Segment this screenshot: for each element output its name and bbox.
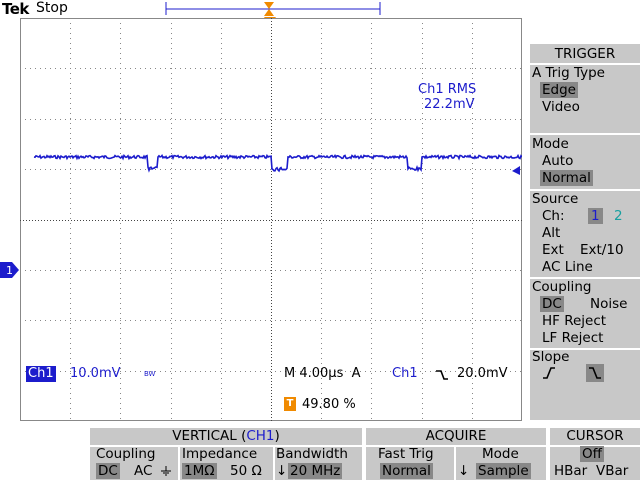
coupling-lf-reject[interactable]: LF Reject	[542, 330, 604, 346]
source-ch-label: Ch:	[542, 208, 565, 224]
slope-falling-option[interactable]	[586, 364, 604, 382]
rising-edge-icon[interactable]	[542, 366, 556, 380]
cursor-off[interactable]: Off	[580, 446, 604, 462]
ch1-scale: 10.0mV	[70, 366, 121, 381]
waveform-screen	[20, 18, 522, 421]
cursor-menu-title: CURSOR	[566, 428, 624, 444]
source-ch2[interactable]: 2	[614, 208, 623, 224]
measurement-label: Ch1 RMS	[418, 82, 477, 97]
coupling-dc[interactable]: DC	[540, 296, 564, 312]
fast-trig-value[interactable]: Normal	[380, 463, 433, 479]
source-label[interactable]: Source	[532, 191, 579, 207]
vertical-menu-title: VERTICAL (CH1)	[172, 428, 280, 444]
cursor-vbar[interactable]: VBar	[596, 463, 629, 479]
mode-label[interactable]: Mode	[532, 136, 569, 152]
mode-auto[interactable]: Auto	[542, 153, 574, 169]
coupling-noise[interactable]: Noise	[590, 296, 628, 312]
acquire-menu: ACQUIRE Fast Trig Normal Mode ↓ Sample	[366, 428, 546, 480]
down-arrow-icon: ↓	[276, 463, 288, 479]
trig-type-edge[interactable]: Edge	[540, 82, 578, 98]
vertical-coupling-label[interactable]: Coupling	[96, 446, 156, 462]
impedance-1meg[interactable]: 1MΩ	[182, 463, 217, 479]
ch1-ground-marker: 1	[0, 262, 19, 278]
down-arrow-icon: ↓	[458, 463, 470, 479]
ground-icon[interactable]	[160, 465, 172, 477]
cursor-menu: CURSOR Off HBar VBar	[550, 428, 640, 480]
coupling-hf-reject[interactable]: HF Reject	[542, 313, 607, 329]
impedance-label[interactable]: Impedance	[182, 446, 258, 462]
source-ch1[interactable]: 1	[588, 208, 603, 224]
ch1-label: Ch1	[26, 366, 56, 382]
falling-slope-icon	[589, 367, 601, 379]
trigger-position-readout: 49.80 %	[302, 397, 356, 412]
acquire-mode-label[interactable]: Mode	[482, 446, 519, 462]
cursor-hbar[interactable]: HBar	[554, 463, 588, 479]
record-overview-bar	[165, 2, 381, 16]
vertical-coupling-dc[interactable]: DC	[96, 463, 120, 479]
trigger-position-icon: T	[284, 397, 296, 411]
acquire-menu-title: ACQUIRE	[425, 428, 487, 444]
trigger-menu: TRIGGER A Trig Type Edge Video Mode Auto…	[530, 44, 640, 420]
bandwidth-value[interactable]: 20 MHz	[288, 463, 343, 479]
source-ext10[interactable]: Ext/10	[580, 242, 624, 258]
impedance-50ohm[interactable]: 50 Ω	[230, 463, 262, 479]
slope-label[interactable]: Slope	[532, 349, 570, 365]
vertical-menu: VERTICAL (CH1) Coupling DC AC Impedance …	[90, 428, 362, 480]
measurement-value: 22.2mV	[424, 97, 475, 112]
acquire-mode-value[interactable]: Sample	[476, 463, 531, 479]
falling-edge-icon	[436, 370, 448, 380]
source-ac-line[interactable]: AC Line	[542, 259, 593, 275]
mode-normal[interactable]: Normal	[540, 170, 593, 186]
coupling-label[interactable]: Coupling	[532, 279, 592, 295]
timebase-readout: M 4.00µs A	[284, 366, 361, 381]
brand-logo: Tek	[2, 0, 29, 18]
vertical-coupling-ac[interactable]: AC	[134, 463, 153, 479]
source-alt[interactable]: Alt	[542, 225, 561, 241]
trig-type-video[interactable]: Video	[542, 99, 580, 115]
acquisition-status: Stop	[36, 0, 68, 16]
svg-text:1: 1	[6, 264, 13, 277]
trigger-level-marker	[512, 166, 520, 175]
trigger-menu-title: TRIGGER	[554, 46, 616, 62]
bandwidth-limit-mark: BW	[144, 370, 156, 378]
trig-type-label[interactable]: A Trig Type	[532, 65, 605, 81]
bandwidth-label[interactable]: Bandwidth	[276, 446, 348, 462]
trigger-level-readout: 20.0mV	[457, 366, 508, 381]
fast-trig-label[interactable]: Fast Trig	[378, 446, 434, 462]
trigger-source-readout: Ch1	[392, 366, 418, 381]
source-ext[interactable]: Ext	[542, 242, 564, 258]
